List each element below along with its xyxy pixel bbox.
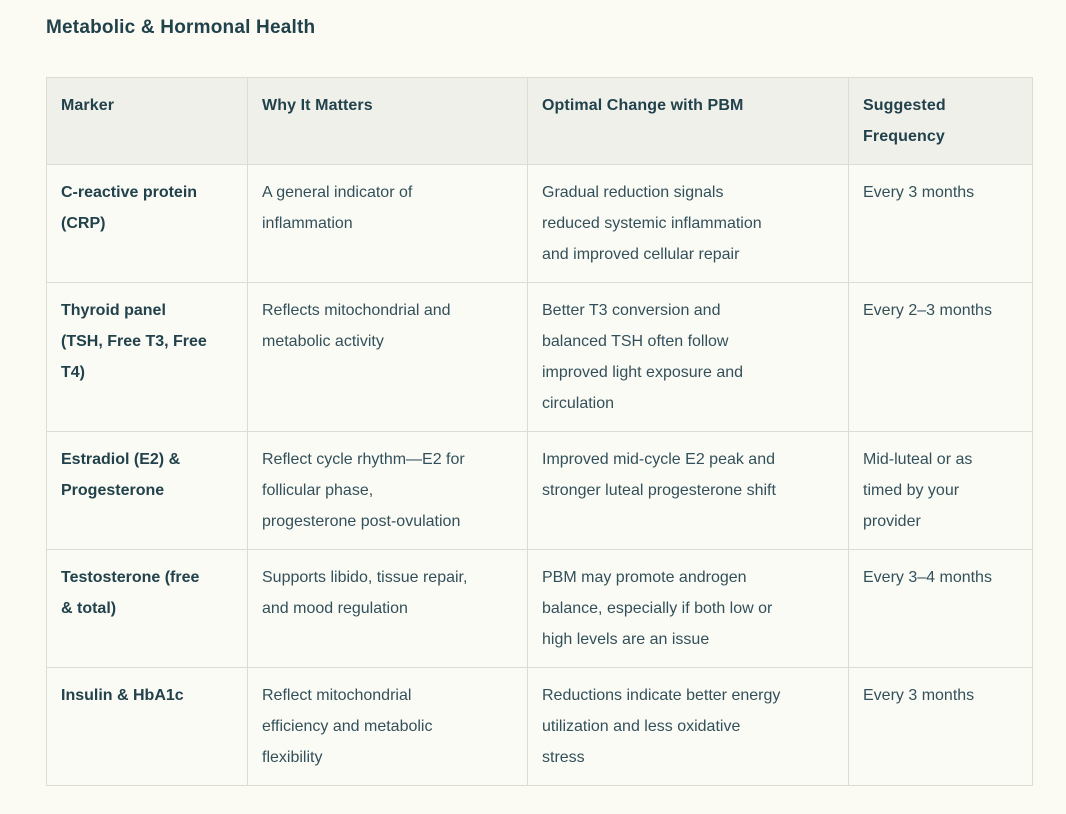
optimal-change-cell: Better T3 conversion and balanced TSH of…	[527, 282, 849, 432]
why-it-matters-cell: A general indicator of inflammation	[247, 164, 528, 283]
metabolic-hormonal-health-table: Marker Why It Matters Optimal Change wit…	[46, 77, 1033, 786]
optimal-change-cell: Reductions indicate better energy utiliz…	[527, 667, 849, 786]
table-row: C-reactive protein (CRP) A general indic…	[46, 164, 1033, 283]
optimal-change-cell: Improved mid-cycle E2 peak and stronger …	[527, 431, 849, 550]
marker-cell: Estradiol (E2) & Progesterone	[46, 431, 248, 550]
table-header-row: Marker Why It Matters Optimal Change wit…	[46, 77, 1033, 165]
why-it-matters-cell: Reflect cycle rhythm—E2 for follicular p…	[247, 431, 528, 550]
table-row: Estradiol (E2) & Progesterone Reflect cy…	[46, 431, 1033, 550]
table-row: Testosterone (free & total) Supports lib…	[46, 549, 1033, 668]
column-header-why-it-matters: Why It Matters	[247, 77, 528, 165]
table-row: Insulin & HbA1c Reflect mitochondrial ef…	[46, 667, 1033, 786]
marker-cell: C-reactive protein (CRP)	[46, 164, 248, 283]
why-it-matters-cell: Supports libido, tissue repair, and mood…	[247, 549, 528, 668]
why-it-matters-cell: Reflects mitochondrial and metabolic act…	[247, 282, 528, 432]
frequency-cell: Mid-luteal or as timed by your provider	[848, 431, 1033, 550]
optimal-change-cell: PBM may promote androgen balance, especi…	[527, 549, 849, 668]
optimal-change-cell: Gradual reduction signals reduced system…	[527, 164, 849, 283]
frequency-cell: Every 2–3 months	[848, 282, 1033, 432]
frequency-cell: Every 3 months	[848, 164, 1033, 283]
frequency-cell: Every 3–4 months	[848, 549, 1033, 668]
frequency-cell: Every 3 months	[848, 667, 1033, 786]
column-header-suggested-frequency: Suggested Frequency	[848, 77, 1033, 165]
column-header-marker: Marker	[46, 77, 248, 165]
page-title: Metabolic & Hormonal Health	[46, 17, 316, 38]
table-row: Thyroid panel (TSH, Free T3, Free T4) Re…	[46, 282, 1033, 432]
why-it-matters-cell: Reflect mitochondrial efficiency and met…	[247, 667, 528, 786]
marker-cell: Insulin & HbA1c	[46, 667, 248, 786]
marker-cell: Thyroid panel (TSH, Free T3, Free T4)	[46, 282, 248, 432]
marker-cell: Testosterone (free & total)	[46, 549, 248, 668]
column-header-optimal-change: Optimal Change with PBM	[527, 77, 849, 165]
